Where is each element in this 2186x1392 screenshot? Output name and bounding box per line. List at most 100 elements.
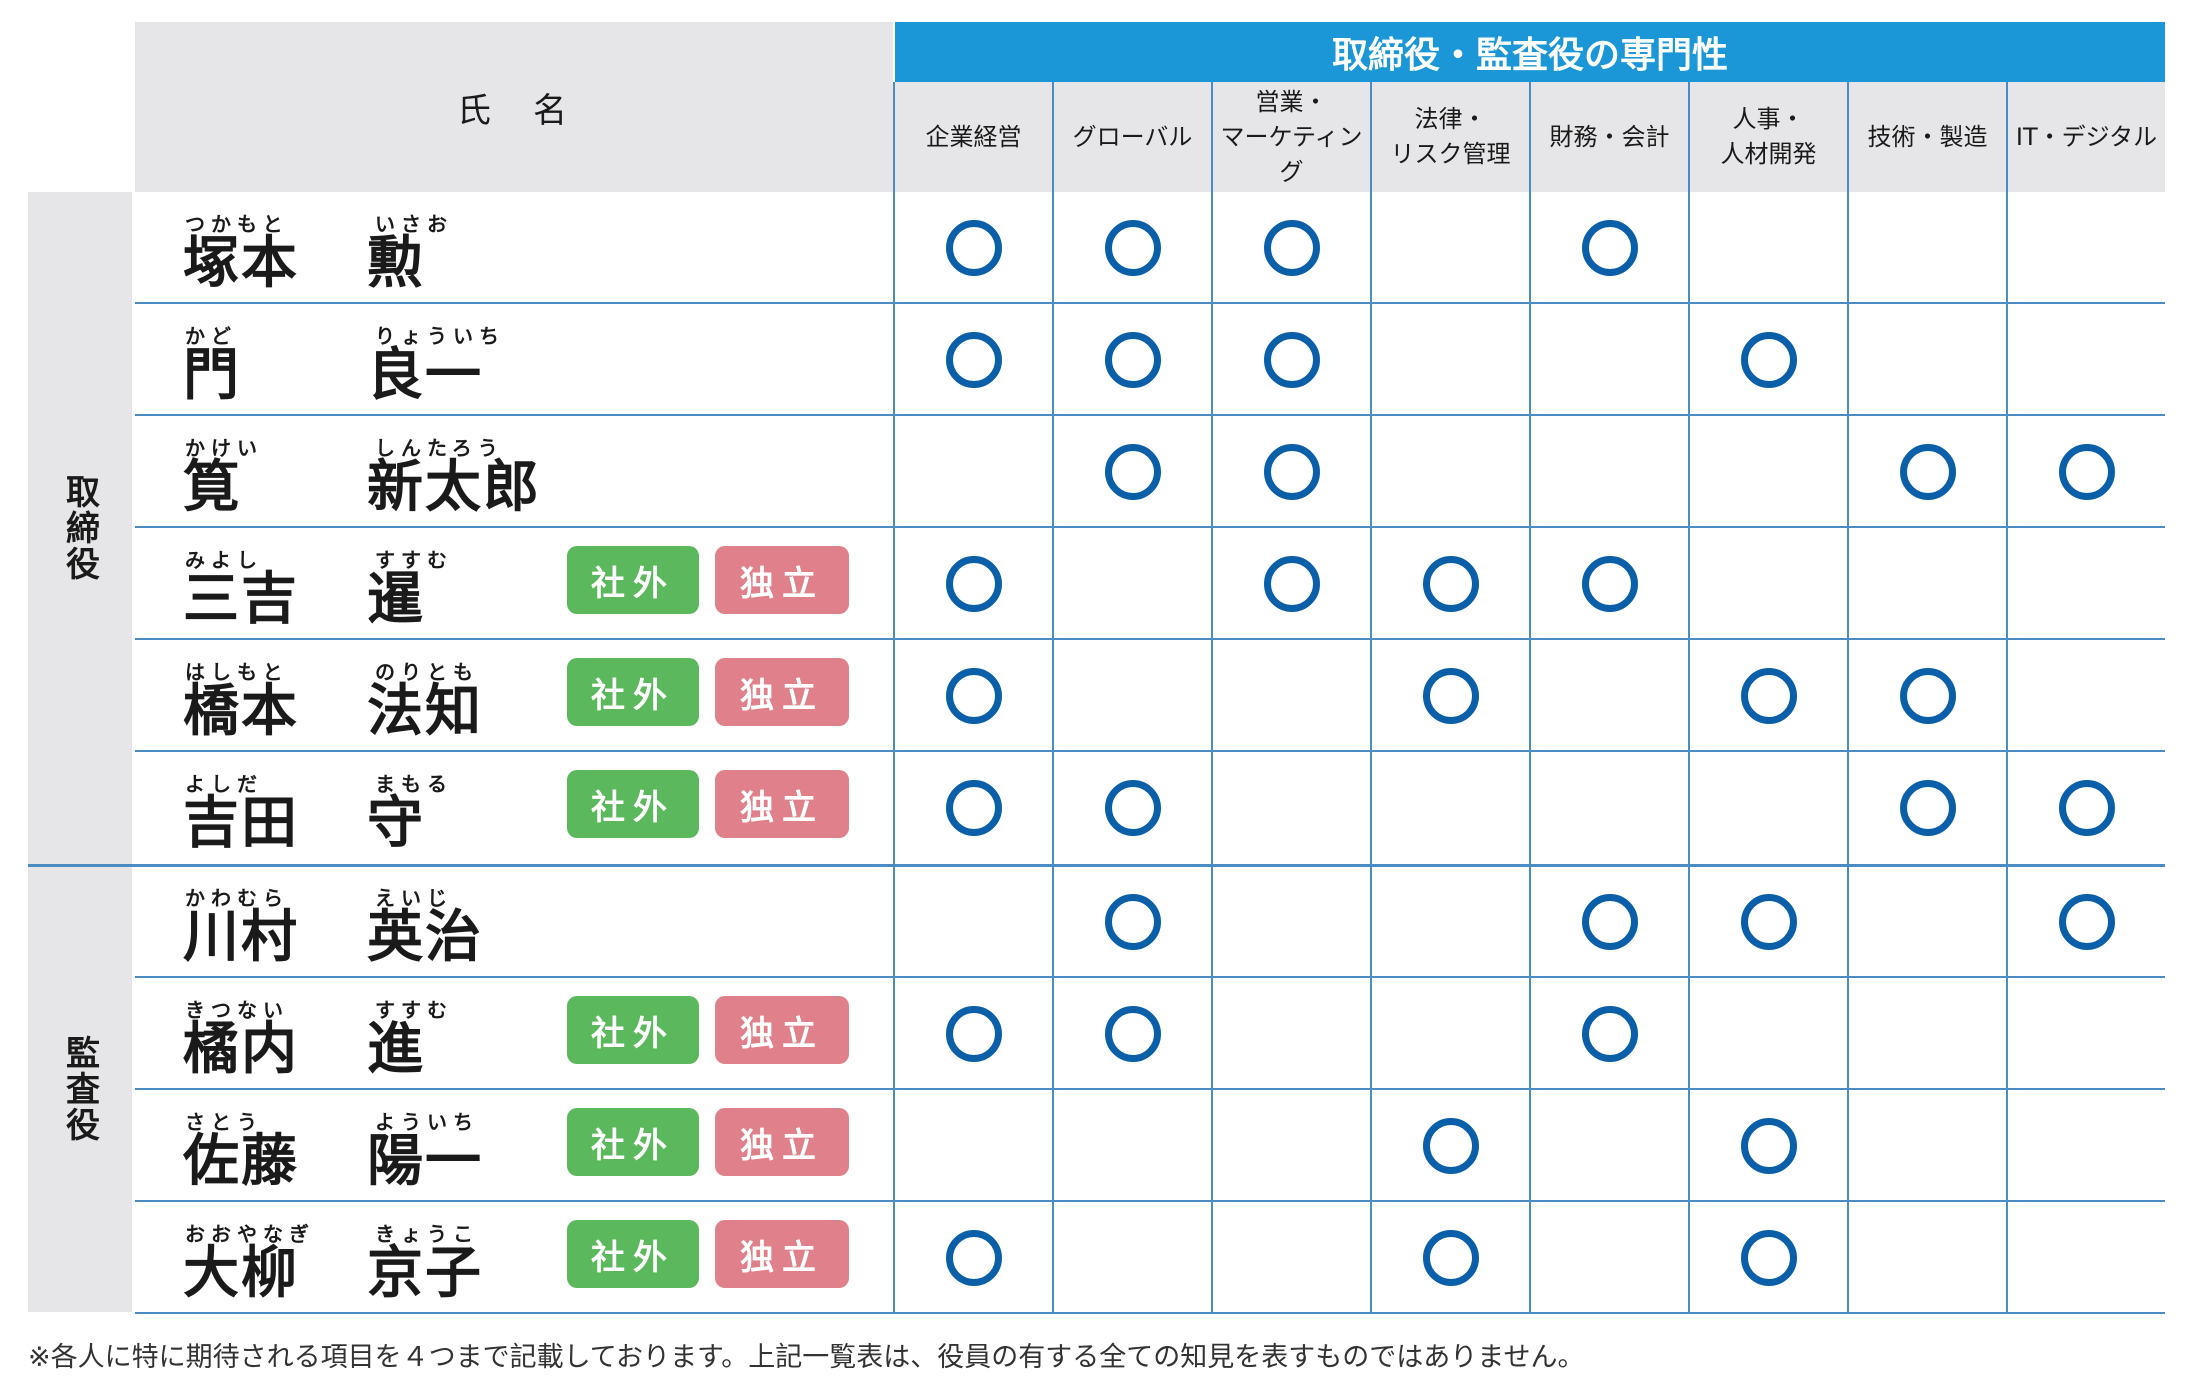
surname: 吉田 bbox=[183, 791, 299, 856]
surname: 大柳 bbox=[183, 1241, 299, 1306]
expertise-cell-legal-risk bbox=[1372, 1090, 1529, 1202]
surname: 門 bbox=[183, 343, 241, 408]
given-name: 英治 bbox=[367, 905, 483, 970]
surname: 川村 bbox=[183, 905, 299, 970]
independent-badge: 独立 bbox=[715, 1220, 849, 1288]
circle-mark-icon bbox=[1104, 332, 1161, 388]
circle-mark-icon bbox=[1104, 220, 1161, 276]
expertise-cell-technology-manufacturing bbox=[1849, 640, 2006, 752]
independent-badge: 独立 bbox=[715, 546, 849, 614]
expertise-cell-technology-manufacturing bbox=[1849, 1202, 2006, 1314]
group-auditors: 監査役 bbox=[28, 866, 132, 1312]
expertise-cell-technology-manufacturing bbox=[1849, 752, 2006, 864]
given-name: 勲 bbox=[367, 231, 425, 296]
given-name-reading: きょうこ bbox=[375, 1222, 479, 1246]
expertise-cell-it-digital bbox=[2008, 192, 2165, 304]
expertise-cell-legal-risk bbox=[1372, 640, 1529, 752]
expertise-cell-legal-risk bbox=[1372, 1202, 1529, 1314]
expertise-cell-sales-marketing bbox=[1213, 1090, 1370, 1202]
expertise-cell-legal-risk bbox=[1372, 304, 1529, 416]
expertise-cell-global bbox=[1054, 192, 1211, 304]
expertise-cell-sales-marketing bbox=[1213, 1202, 1370, 1314]
circle-mark-icon bbox=[1581, 894, 1638, 950]
expertise-cell-finance-accounting bbox=[1531, 640, 1688, 752]
expertise-cell-hr-development bbox=[1690, 304, 1847, 416]
expertise-cell-it-digital bbox=[2008, 416, 2165, 528]
outside-badge: 社外 bbox=[567, 1220, 699, 1288]
circle-mark-icon bbox=[945, 1006, 1002, 1062]
independent-badge: 独立 bbox=[715, 1108, 849, 1176]
row-divider bbox=[135, 750, 2165, 752]
name-cell: かど門 りょういち 良一 bbox=[135, 304, 893, 416]
table-bottom-border bbox=[135, 1312, 2165, 1314]
surname-reading: かわむら bbox=[185, 886, 289, 910]
circle-mark-icon bbox=[1104, 1006, 1161, 1062]
expertise-cell-finance-accounting bbox=[1531, 192, 1688, 304]
circle-mark-icon bbox=[1740, 1118, 1797, 1174]
expertise-cell-hr-development bbox=[1690, 1202, 1847, 1314]
independent-badge: 独立 bbox=[715, 770, 849, 838]
circle-mark-icon bbox=[1740, 332, 1797, 388]
circle-mark-icon bbox=[1740, 1230, 1797, 1286]
group-label-auditors: 監査役 bbox=[59, 1035, 100, 1143]
expertise-cell-it-digital bbox=[2008, 752, 2165, 864]
table-row: かわむら 川村 えいじ 英治 bbox=[135, 866, 2165, 978]
circle-mark-icon bbox=[1581, 1006, 1638, 1062]
name-cell: おおやなぎ 大柳 きょうこ 京子 社外 独立 bbox=[135, 1202, 893, 1314]
column-divider bbox=[1688, 82, 1690, 1312]
circle-mark-icon bbox=[2058, 894, 2115, 950]
expertise-cell-hr-development bbox=[1690, 416, 1847, 528]
circle-mark-icon bbox=[1104, 894, 1161, 950]
expertise-cell-it-digital bbox=[2008, 866, 2165, 978]
table-row: さとう 佐藤 よういち 陽一 社外 独立 bbox=[135, 1090, 2165, 1202]
expertise-cell-global bbox=[1054, 1202, 1211, 1314]
column-divider bbox=[1370, 82, 1372, 1312]
expertise-cell-global bbox=[1054, 528, 1211, 640]
circle-mark-icon bbox=[1740, 668, 1797, 724]
outside-badge: 社外 bbox=[567, 546, 699, 614]
expertise-cell-global bbox=[1054, 752, 1211, 864]
expertise-cell-global bbox=[1054, 640, 1211, 752]
given-name-reading: えいじ bbox=[375, 886, 453, 910]
expertise-band-title: 取締役・監査役の専門性 bbox=[895, 22, 2165, 82]
circle-mark-icon bbox=[1263, 220, 1320, 276]
independent-badge: 独立 bbox=[715, 996, 849, 1064]
row-divider bbox=[135, 414, 2165, 416]
expertise-cell-legal-risk bbox=[1372, 528, 1529, 640]
circle-mark-icon bbox=[1899, 444, 1956, 500]
table-row: みよし 三吉 すすむ暹 社外 独立 bbox=[135, 528, 2165, 640]
surname-reading: おおやなぎ bbox=[185, 1222, 315, 1246]
circle-mark-icon bbox=[1581, 220, 1638, 276]
group-divider bbox=[28, 864, 2165, 867]
group-directors: 取締役 bbox=[28, 192, 132, 864]
table-row: はしもと 橋本 のりとも 法知 社外 独立 bbox=[135, 640, 2165, 752]
given-name-reading: よういち bbox=[375, 1110, 479, 1134]
expertise-cell-it-digital bbox=[2008, 528, 2165, 640]
name-cell: きつない 橘内 すすむ進 社外 独立 bbox=[135, 978, 893, 1090]
expertise-cell-technology-manufacturing bbox=[1849, 304, 2006, 416]
expertise-cell-finance-accounting bbox=[1531, 416, 1688, 528]
name-cell: かけい筧 しんたろう 新太郎 bbox=[135, 416, 893, 528]
expertise-cell-hr-development bbox=[1690, 192, 1847, 304]
surname: 塚本 bbox=[183, 231, 299, 296]
expertise-cell-legal-risk bbox=[1372, 752, 1529, 864]
circle-mark-icon bbox=[1104, 444, 1161, 500]
expertise-cell-technology-manufacturing bbox=[1849, 528, 2006, 640]
given-name: 暹 bbox=[367, 567, 425, 632]
expertise-cell-it-digital bbox=[2008, 978, 2165, 1090]
surname-reading: みよし bbox=[185, 548, 263, 572]
surname-reading: はしもと bbox=[185, 660, 289, 684]
row-divider bbox=[135, 976, 2165, 978]
circle-mark-icon bbox=[945, 1230, 1002, 1286]
expertise-cell-corporate-management bbox=[895, 978, 1052, 1090]
outside-badge: 社外 bbox=[567, 770, 699, 838]
expertise-cell-finance-accounting bbox=[1531, 528, 1688, 640]
circle-mark-icon bbox=[1422, 556, 1479, 612]
given-name: 進 bbox=[367, 1017, 425, 1082]
column-header-it-digital: IT・デジタル bbox=[2008, 82, 2165, 192]
table-row: おおやなぎ 大柳 きょうこ 京子 社外 独立 bbox=[135, 1202, 2165, 1314]
expertise-cell-sales-marketing bbox=[1213, 640, 1370, 752]
group-label-directors: 取締役 bbox=[59, 474, 100, 582]
surname: 橋本 bbox=[183, 679, 299, 744]
expertise-cell-corporate-management bbox=[895, 752, 1052, 864]
